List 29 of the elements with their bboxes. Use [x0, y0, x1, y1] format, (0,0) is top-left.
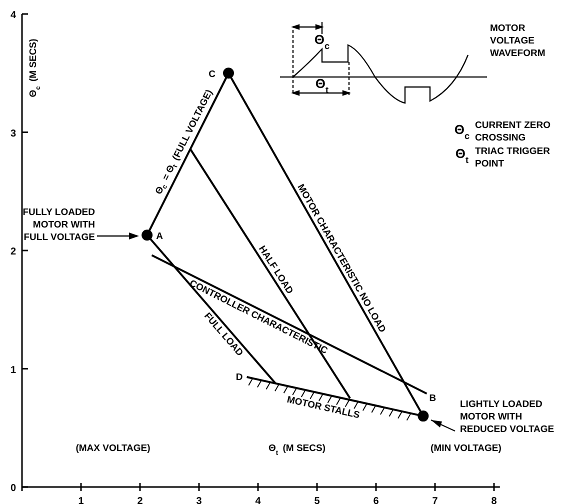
- x-tick-label: 2: [137, 496, 144, 504]
- annotation: D: [236, 372, 243, 384]
- annotation: Θ$_{c}$: [314, 32, 330, 51]
- annotation: (MAX VOLTAGE): [76, 443, 150, 454]
- annotation: (MIN VOLTAGE): [430, 443, 502, 454]
- y-tick-label: 3: [10, 128, 16, 140]
- x-tick-label: 1: [78, 496, 84, 504]
- y-tick-label: 2: [10, 246, 16, 258]
- annotation: A: [156, 231, 164, 242]
- annotation: Θ$_{c}$: [454, 122, 470, 141]
- x-tick-label: 4: [255, 496, 262, 504]
- y-tick-label: 0: [10, 483, 16, 494]
- x-tick-label: 7: [432, 496, 438, 504]
- annotation: C: [208, 69, 216, 80]
- annotation: CURRENT ZERO CROSSING: [475, 120, 550, 144]
- annotation: MOTOR VOLTAGE WAVEFORM: [490, 23, 546, 59]
- x-tick-label: 3: [196, 496, 202, 504]
- annotation: B: [429, 393, 436, 404]
- y-tick-label: 4: [10, 10, 16, 21]
- y-tick-label: 1: [10, 364, 16, 376]
- x-tick-label: 8: [491, 496, 498, 504]
- legend-label: MOTOR STALLS: [286, 394, 361, 421]
- x-tick-label: 6: [373, 496, 380, 504]
- annotation: LIGHTLY LOADED MOTOR WITH REDUCED VOLTAGE: [460, 399, 554, 435]
- x-axis-title: Θ$_{t}$ (M SECS): [268, 443, 326, 456]
- annotation: TRIAC TRIGGER POINT: [475, 146, 550, 170]
- annotation: FULLY LOADED MOTOR WITH FULL VOLTAGE: [22, 207, 96, 243]
- annotation: Θ$_{t}$: [455, 146, 469, 165]
- x-tick-label: 5: [314, 496, 320, 504]
